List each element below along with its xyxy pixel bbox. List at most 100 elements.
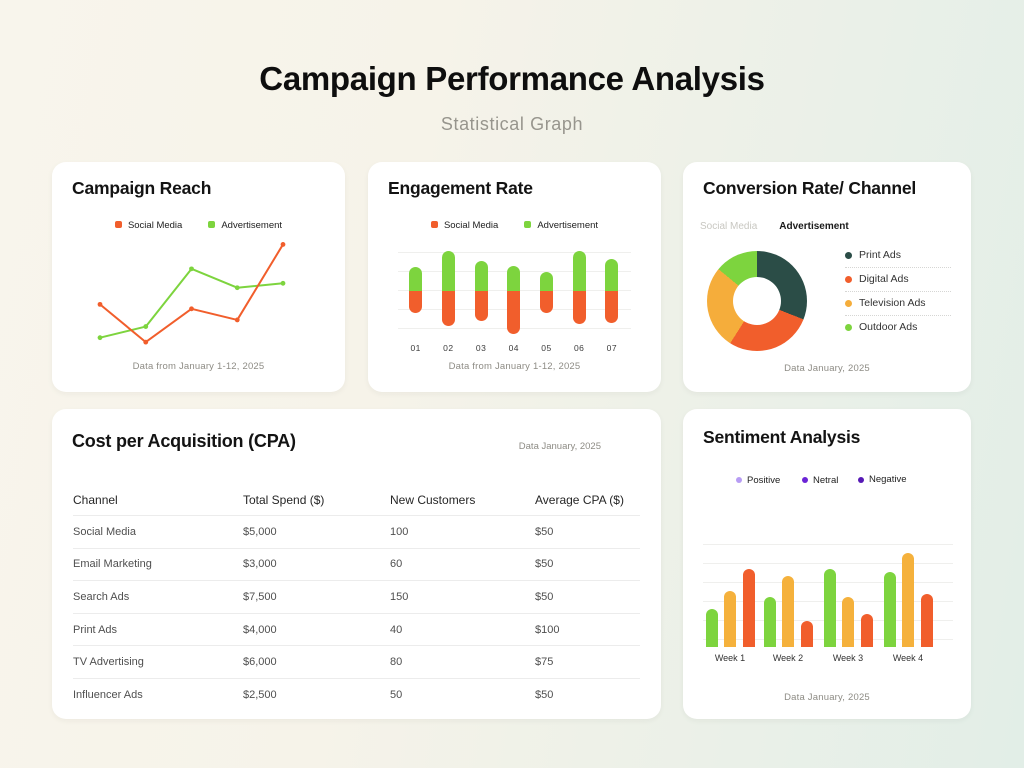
cell-total-spend-: $3,000 — [243, 558, 277, 571]
advertisement-swatch — [524, 221, 532, 228]
cell-channel: Search Ads — [73, 590, 130, 603]
legend-label: Netral — [813, 475, 839, 486]
social-media-line — [99, 243, 284, 344]
sentiment-analysis-caption: Data January, 2025 — [784, 692, 870, 703]
legend-item-social-media: Social Media — [114, 220, 183, 231]
social-media-point — [189, 306, 194, 312]
positive-bar-week-3 — [823, 569, 836, 647]
advertisement-segment — [474, 261, 488, 291]
cell-average-cpa-: $50 — [535, 688, 554, 701]
legend-label: Negative — [869, 474, 907, 485]
cell-new-customers: 50 — [390, 688, 403, 701]
tab-social-media[interactable]: Social Media — [700, 221, 758, 232]
advertisement-segment — [441, 251, 455, 291]
cell-channel: Influencer Ads — [73, 688, 143, 701]
cell-total-spend-: $7,500 — [243, 590, 277, 603]
engagement-rate-title: Engagement Rate — [388, 178, 533, 198]
cell-channel: TV Advertising — [73, 656, 144, 669]
cpa-date-caption: Data January, 2025 — [518, 441, 601, 452]
social-media-point — [280, 242, 286, 247]
bar-06 — [572, 251, 586, 324]
x-label-05: 05 — [541, 343, 552, 353]
cpa-card: Cost per Acquisition (CPA) Data January,… — [52, 409, 661, 719]
legend-item-print-ads: Print Ads — [845, 244, 951, 267]
negative-bar-week-4 — [920, 594, 933, 647]
bar-07 — [605, 259, 619, 323]
sentiment-bar-chart: Week 1 Week 2 Week 3 Week 4 — [703, 539, 953, 663]
netral-bar-week-3 — [842, 597, 854, 647]
netral-bar-week-1 — [724, 591, 736, 647]
conversion-rate-card: Conversion Rate/ Channel Social Media Ad… — [683, 162, 971, 392]
legend-label: Digital Ads — [859, 273, 909, 285]
social-media-segment — [441, 291, 455, 326]
page-title: Campaign Performance Analysis — [259, 60, 765, 97]
cell-average-cpa-: $50 — [535, 590, 554, 603]
bar-01 — [409, 267, 423, 313]
outdoor-ads-swatch — [845, 324, 852, 331]
conversion-legend: Print Ads Digital Ads Television Ads Outdoo… — [845, 244, 951, 339]
television-ads-swatch — [845, 300, 852, 307]
cpa-table: Channel Total Spend ($) New Customers Avera… — [73, 485, 640, 711]
netral-bar-week-4 — [902, 553, 914, 647]
print-ads-swatch — [845, 252, 852, 259]
tab-advertisement[interactable]: Advertisement — [779, 221, 849, 232]
x-label-04: 04 — [508, 343, 520, 353]
column-header-total-spend-: Total Spend ($) — [243, 493, 325, 507]
legend-label: Positive — [747, 475, 781, 486]
engagement-rate-legend: Social Media Advertisement — [368, 220, 661, 231]
negative-bar-week-1 — [742, 569, 755, 647]
social-media-segment — [605, 291, 619, 323]
legend-label: Social Media — [443, 220, 499, 231]
bar-05 — [540, 272, 553, 313]
advertisement-segment — [572, 251, 586, 291]
netral-swatch — [802, 477, 808, 483]
cell-total-spend-: $6,000 — [243, 656, 277, 669]
campaign-reach-line-chart — [97, 242, 286, 345]
x-label-01: 01 — [410, 343, 421, 353]
social-media-point — [143, 339, 149, 345]
table-row: Email Marketing $3,000 60 $50 — [73, 547, 640, 581]
social-media-swatch — [430, 221, 438, 228]
advertisement-point — [143, 324, 149, 329]
social-media-segment — [409, 291, 423, 313]
legend-label: Television Ads — [859, 297, 926, 309]
cell-channel: Email Marketing — [73, 558, 152, 571]
bar-03 — [474, 261, 488, 321]
table-row: Search Ads $7,500 150 $50 — [73, 580, 640, 613]
x-label-week-4: Week 4 — [892, 653, 924, 663]
legend-label: Outdoor Ads — [859, 321, 918, 333]
social-media-point — [97, 301, 103, 307]
x-label-07: 07 — [606, 343, 618, 353]
advertisement-point — [280, 280, 286, 286]
page-subtitle: Statistical Graph — [440, 114, 584, 134]
cell-average-cpa-: $75 — [535, 656, 554, 669]
cell-new-customers: 60 — [390, 558, 403, 571]
conversion-rate-title: Conversion Rate/ Channel — [703, 178, 917, 198]
legend-label: Advertisement — [221, 220, 283, 231]
x-label-03: 03 — [475, 343, 487, 353]
conversion-donut-chart — [707, 251, 807, 351]
x-label-week-3: Week 3 — [832, 653, 864, 663]
social-media-segment — [572, 291, 586, 324]
cell-new-customers: 80 — [390, 656, 403, 669]
cell-channel: Print Ads — [73, 623, 118, 636]
advertisement-swatch — [208, 221, 216, 228]
conversion-tabs: Social Media Advertisement — [700, 221, 849, 232]
column-header-channel: Channel — [73, 493, 118, 507]
sentiment-analysis-card: Sentiment Analysis Positive Netral Negativ… — [683, 409, 971, 719]
x-label-06: 06 — [573, 343, 585, 353]
engagement-bar-chart: 01 02 03 04 05 06 07 — [398, 247, 631, 353]
advertisement-segment — [540, 272, 553, 291]
x-label-week-1: Week 1 — [714, 653, 746, 663]
cell-total-spend-: $4,000 — [243, 623, 277, 636]
column-header-new-customers: New Customers — [390, 493, 476, 507]
gridline — [703, 563, 953, 564]
positive-bar-week-1 — [705, 609, 718, 647]
advertisement-segment — [605, 259, 619, 291]
positive-bar-week-2 — [763, 597, 776, 647]
negative-swatch — [858, 477, 864, 483]
advertisement-segment — [409, 267, 423, 291]
campaign-reach-title: Campaign Reach — [72, 178, 212, 198]
legend-label: Social Media — [127, 220, 183, 231]
